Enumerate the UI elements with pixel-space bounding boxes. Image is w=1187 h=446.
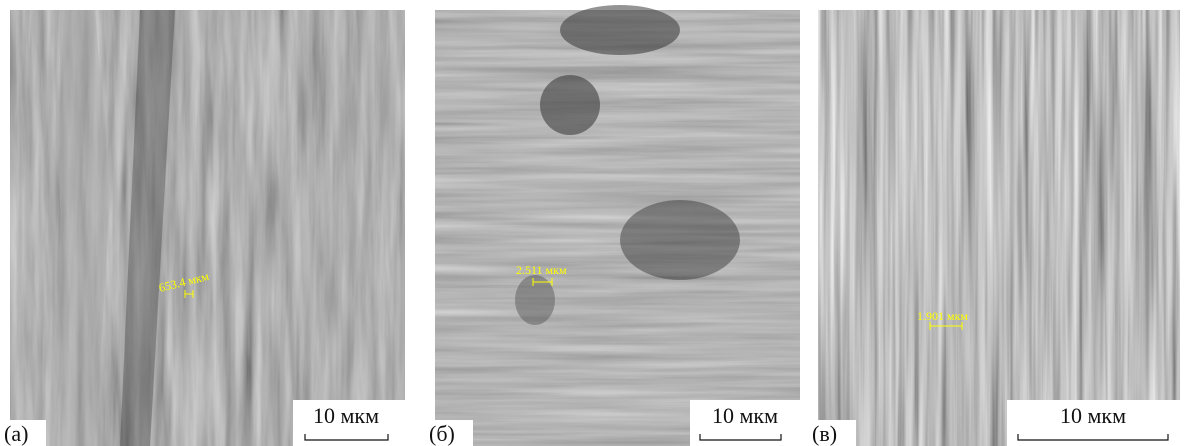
panel-label: (a) <box>4 421 28 446</box>
panel-label: (б) <box>429 421 455 446</box>
micrograph-texture <box>818 10 1180 446</box>
scale-bar-label: 10 мкм <box>1060 403 1126 428</box>
figure: (a) 10 мкм 653.4 мкм (б) 10 мкм 2.511 мк… <box>0 0 1187 446</box>
panel-a: (a) 10 мкм 653.4 мкм <box>0 10 405 446</box>
panel-label: (в) <box>812 421 837 446</box>
panel-b: (б) 10 мкм 2.511 мкм <box>425 5 800 446</box>
measurement-label: 2.511 мкм <box>516 263 567 277</box>
measurement-label: 1.901 мкм <box>917 309 968 323</box>
micrograph-texture <box>435 10 800 446</box>
panel-c: (в) 10 мкм 1.901 мкм <box>808 10 1180 446</box>
scale-bar-label: 10 мкм <box>313 403 379 428</box>
scale-bar-label: 10 мкм <box>712 403 778 428</box>
